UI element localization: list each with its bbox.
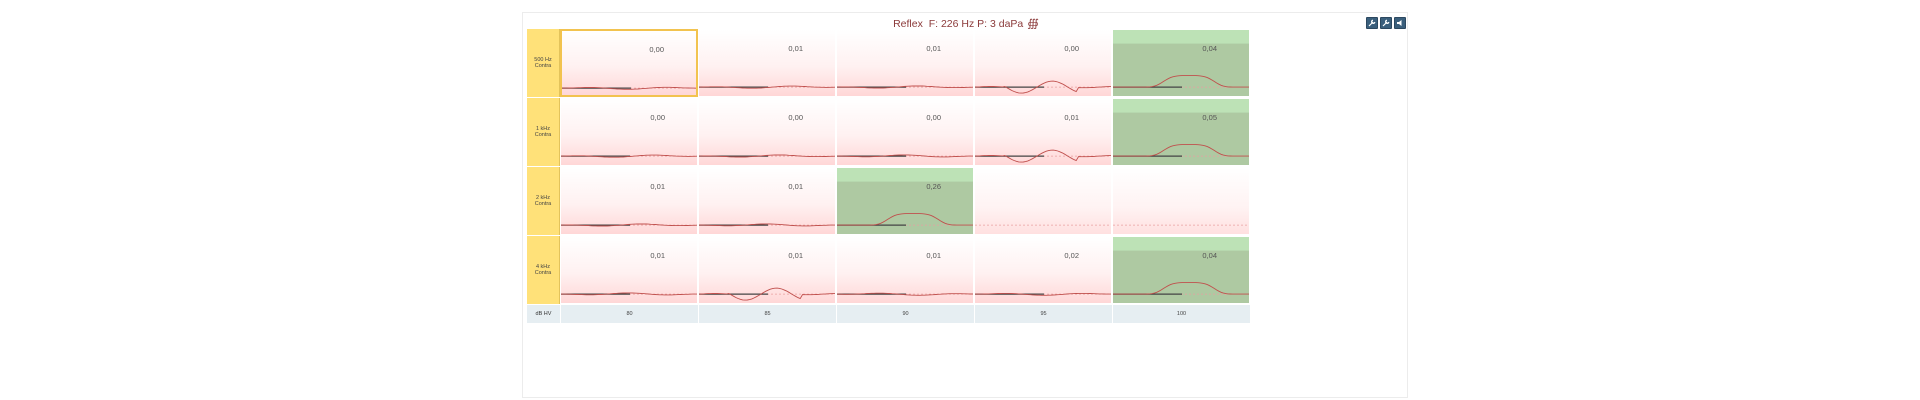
reflex-cell[interactable]: 0,00 bbox=[836, 98, 974, 166]
reflex-trace bbox=[975, 292, 1111, 296]
reflex-trace bbox=[699, 287, 835, 301]
reflex-cell[interactable]: 0,26 bbox=[836, 167, 974, 235]
cell-value: 0,01 bbox=[650, 251, 665, 260]
row-label: 500 Hz Contra bbox=[527, 29, 560, 97]
cell-value: 0,00 bbox=[649, 45, 664, 54]
reflex-curve bbox=[975, 80, 1111, 94]
row-label: 4 kHz Contra bbox=[527, 236, 560, 304]
reflex-curve bbox=[975, 149, 1111, 163]
reflex-curve bbox=[1113, 224, 1249, 226]
cell-value: 0,02 bbox=[1064, 251, 1079, 260]
reflex-cell[interactable]: 0,01 bbox=[698, 167, 836, 235]
reflex-cell[interactable]: 0,02 bbox=[974, 236, 1112, 304]
reflex-cell[interactable]: 0,01 bbox=[698, 29, 836, 97]
reflex-curve bbox=[561, 223, 697, 227]
reflex-panel: Reflex F: 226 Hz P: 3 daPa ∰ 500 Hz Contr… bbox=[522, 12, 1408, 398]
wrench-icon[interactable] bbox=[1366, 17, 1378, 29]
reflex-trace bbox=[975, 80, 1111, 94]
reflex-cell[interactable]: 0,01 bbox=[698, 236, 836, 304]
reflex-trace bbox=[837, 154, 973, 158]
cell-value: 0,04 bbox=[1202, 44, 1217, 53]
cell-value: 0,01 bbox=[650, 182, 665, 191]
reflex-trace bbox=[561, 292, 697, 296]
reflex-trace bbox=[837, 213, 973, 226]
reflex-trace bbox=[1113, 144, 1249, 157]
reflex-curve bbox=[837, 292, 973, 296]
response-area bbox=[1113, 250, 1249, 303]
cell-value: 0,00 bbox=[788, 113, 803, 122]
reflex-cell[interactable]: 0,01 bbox=[836, 29, 974, 97]
cell-value: 0,01 bbox=[788, 182, 803, 191]
reflex-cell[interactable]: 0,04 bbox=[1112, 236, 1250, 304]
reflex-cell[interactable]: 0,00 bbox=[560, 98, 698, 166]
reflex-cell[interactable]: 0,01 bbox=[560, 167, 698, 235]
reflex-curve bbox=[1113, 250, 1249, 303]
reflex-curve bbox=[837, 85, 973, 89]
cell-value: 0,00 bbox=[1064, 44, 1079, 53]
title-prefix: Reflex bbox=[893, 18, 923, 30]
cell-value: 0,00 bbox=[926, 113, 941, 122]
reflex-cell[interactable]: 0,00 bbox=[974, 29, 1112, 97]
response-area bbox=[1113, 43, 1249, 96]
cell-value: 0,05 bbox=[1202, 113, 1217, 122]
reflex-trace bbox=[837, 85, 973, 89]
reflex-trace bbox=[1113, 75, 1249, 88]
reflex-curve bbox=[561, 292, 697, 296]
reflex-trace bbox=[561, 154, 697, 158]
row-label: 2 kHz Contra bbox=[527, 167, 560, 235]
response-area bbox=[837, 181, 973, 234]
cell-value: 0,01 bbox=[788, 44, 803, 53]
reflex-curve bbox=[699, 223, 835, 227]
reflex-cell[interactable]: 0,00 bbox=[560, 29, 698, 97]
cell-value: 0,01 bbox=[926, 251, 941, 260]
footer-level: 80 bbox=[560, 305, 698, 323]
response-area bbox=[1113, 112, 1249, 165]
reflex-curve bbox=[837, 154, 973, 158]
title-text: F: 226 Hz P: 3 daPa bbox=[928, 18, 1024, 30]
reflex-curve bbox=[561, 154, 697, 158]
cell-value: 0,26 bbox=[926, 182, 941, 191]
reflex-trace bbox=[975, 149, 1111, 163]
row-label: 1 kHz Contra bbox=[527, 98, 560, 166]
reflex-cell[interactable] bbox=[1112, 167, 1250, 235]
footer-level: 90 bbox=[836, 305, 974, 323]
reflex-trace bbox=[699, 223, 835, 227]
cell-value: 0,04 bbox=[1202, 251, 1217, 260]
footer-level: 95 bbox=[974, 305, 1112, 323]
reflex-trace bbox=[562, 86, 696, 90]
footer-level: 100 bbox=[1112, 305, 1250, 323]
reflex-curve bbox=[699, 85, 835, 89]
reflex-curve bbox=[1113, 112, 1249, 165]
footer-level: 85 bbox=[698, 305, 836, 323]
reflex-curve bbox=[975, 292, 1111, 296]
reflex-curve bbox=[1113, 43, 1249, 96]
ear-icon: ∰ bbox=[1027, 18, 1039, 30]
panel-title: Reflex F: 226 Hz P: 3 daPa ∰ bbox=[523, 17, 1409, 30]
reflex-curve bbox=[562, 86, 696, 90]
cell-value: 0,01 bbox=[926, 44, 941, 53]
cell-value: 0,01 bbox=[788, 251, 803, 260]
reflex-trace bbox=[699, 154, 835, 158]
reflex-cell[interactable]: 0,05 bbox=[1112, 98, 1250, 166]
reflex-cell[interactable]: 0,00 bbox=[698, 98, 836, 166]
speaker-icon[interactable] bbox=[1394, 17, 1406, 29]
reflex-curve bbox=[699, 287, 835, 301]
title-bar: Reflex F: 226 Hz P: 3 daPa ∰ bbox=[523, 13, 1409, 30]
reflex-trace bbox=[1113, 282, 1249, 295]
reflex-cell[interactable]: 0,01 bbox=[974, 98, 1112, 166]
reflex-curve bbox=[975, 224, 1111, 226]
reflex-cell[interactable]: 0,01 bbox=[836, 236, 974, 304]
reflex-cell[interactable]: 0,04 bbox=[1112, 29, 1250, 97]
reflex-cell[interactable]: 0,01 bbox=[560, 236, 698, 304]
footer-unit-label: dB HV bbox=[527, 305, 560, 323]
cell-value: 0,00 bbox=[650, 113, 665, 122]
cell-value: 0,01 bbox=[1064, 113, 1079, 122]
reflex-curve bbox=[699, 154, 835, 158]
reflex-trace bbox=[837, 292, 973, 296]
reflex-curve bbox=[837, 181, 973, 234]
reflex-trace bbox=[699, 85, 835, 89]
reflex-trace bbox=[561, 223, 697, 227]
wrench-icon[interactable] bbox=[1380, 17, 1392, 29]
reflex-cell[interactable] bbox=[974, 167, 1112, 235]
